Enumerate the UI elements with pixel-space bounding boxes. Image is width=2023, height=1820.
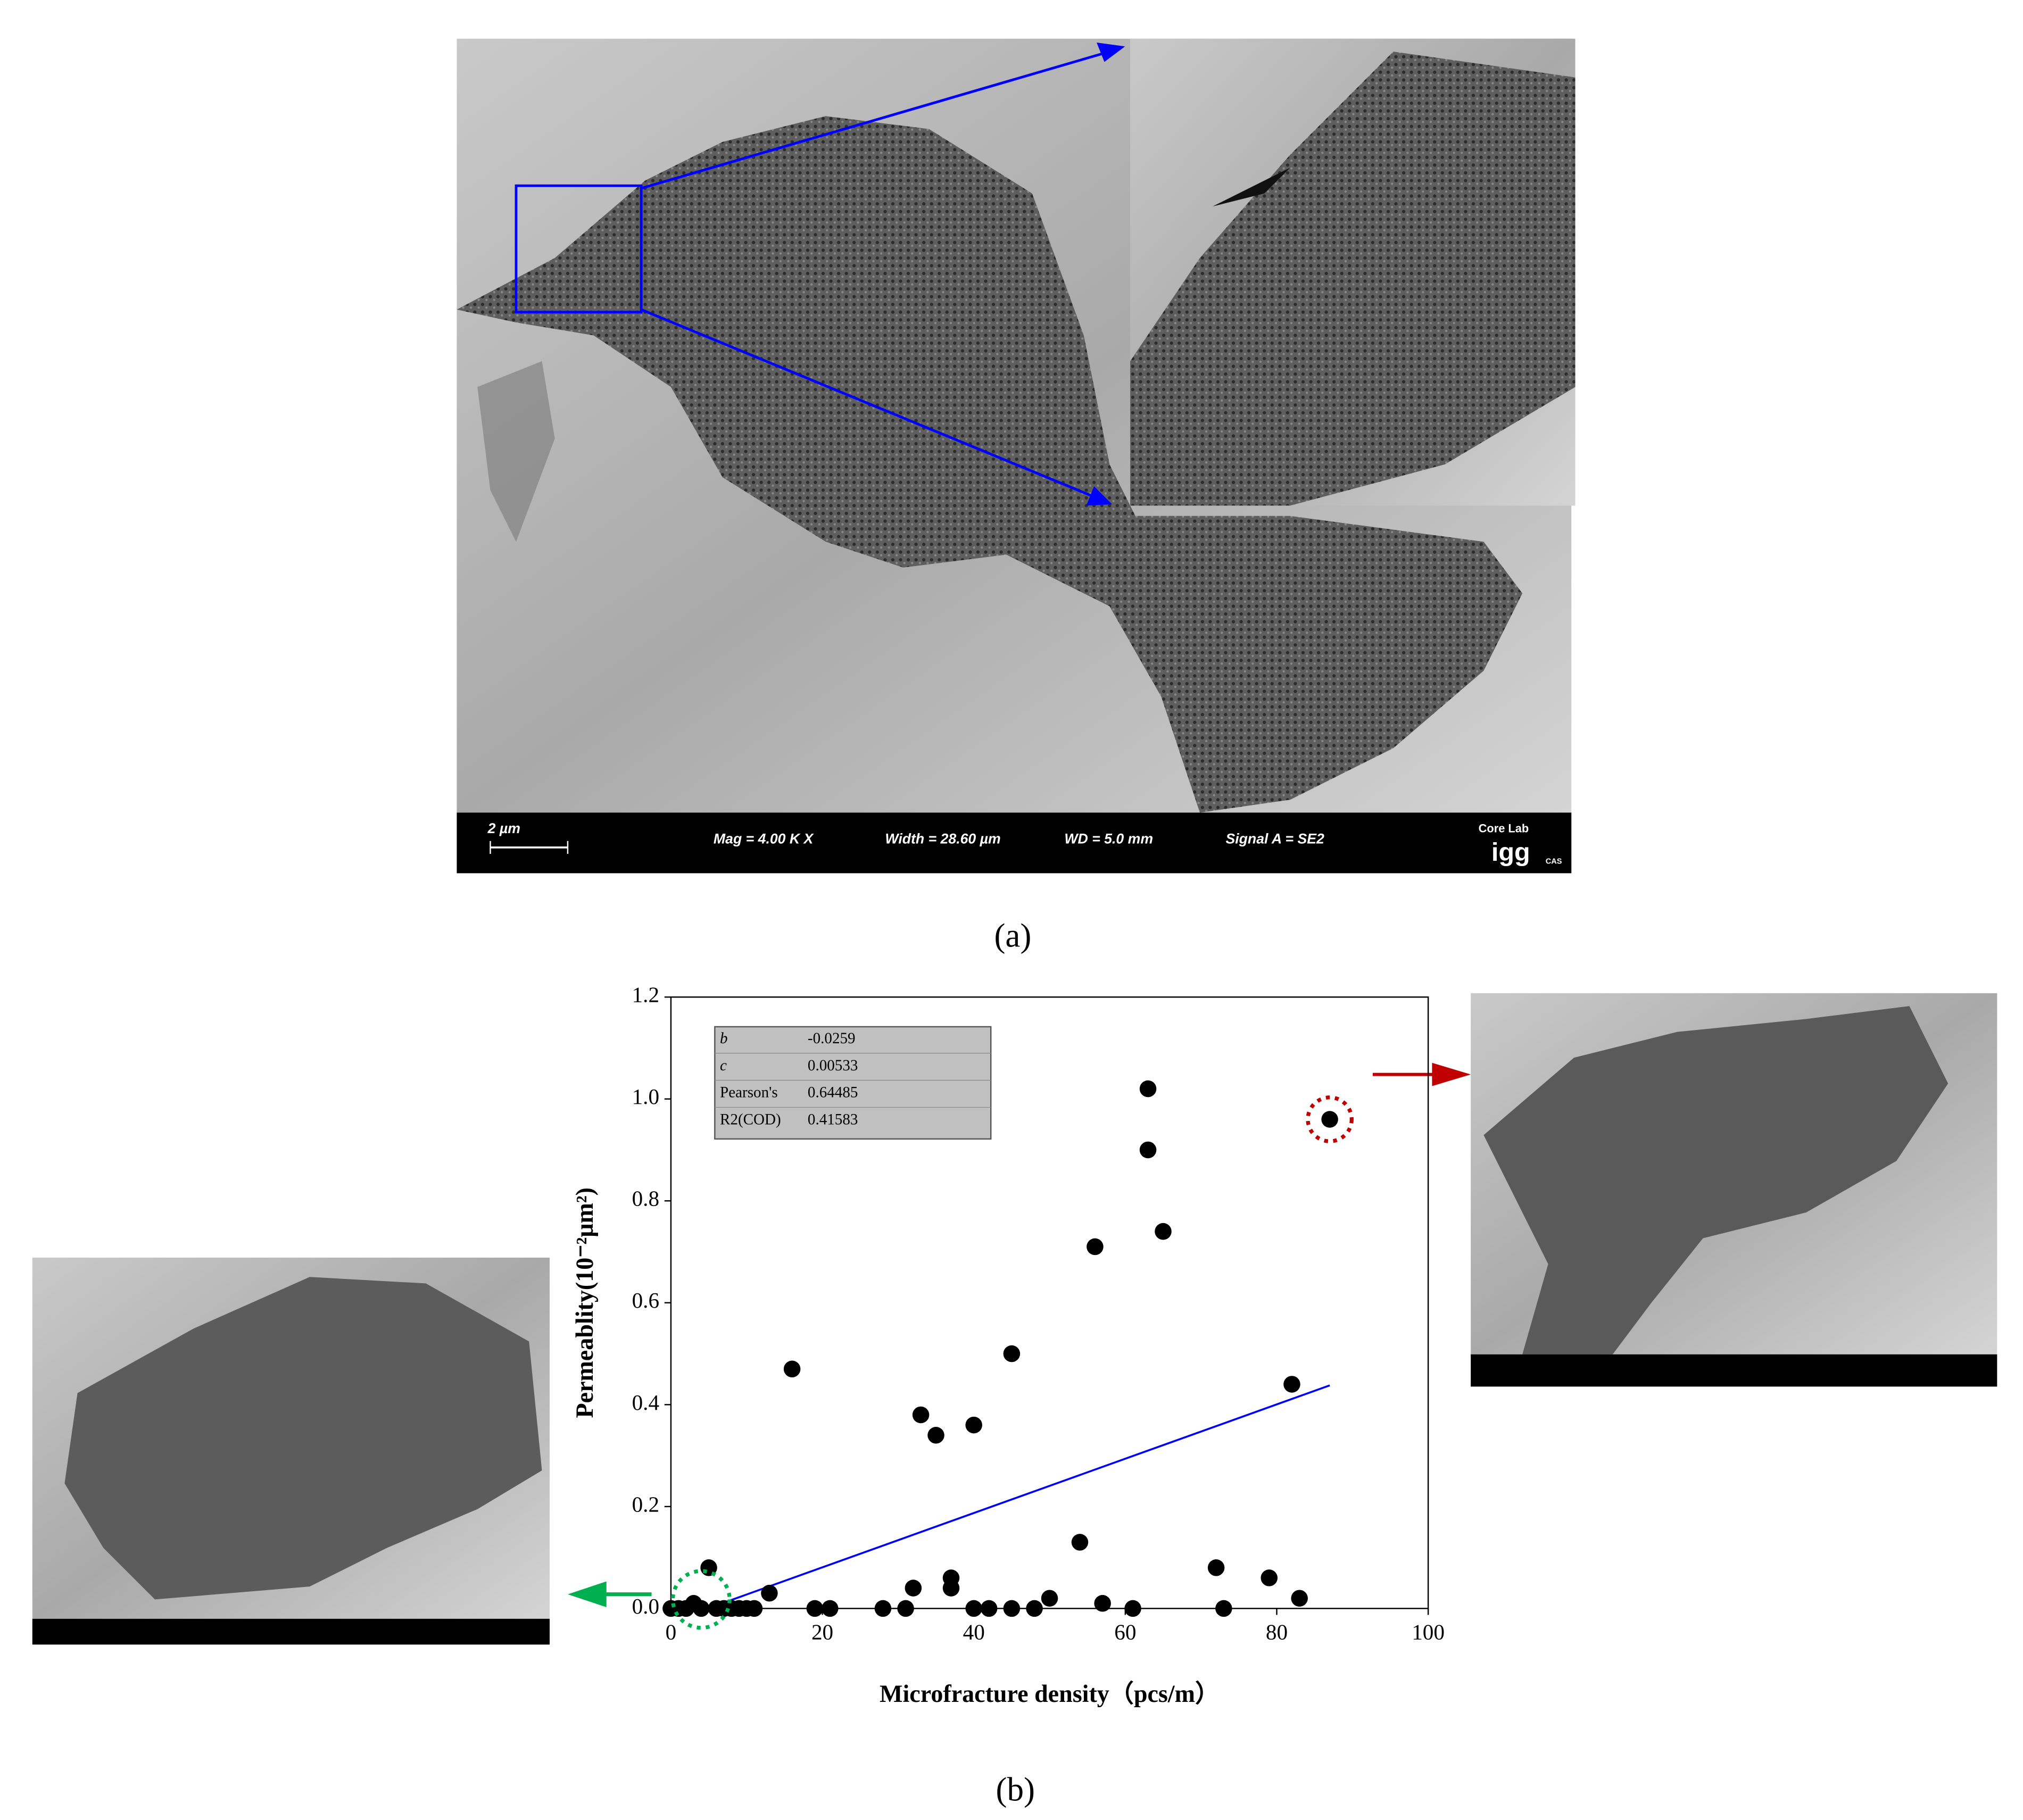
point	[980, 1600, 998, 1617]
x-tick-label: 80	[1266, 1619, 1288, 1644]
point	[1003, 1345, 1021, 1362]
panel-label: (a)	[994, 917, 1031, 954]
scale-bar-label: 2 µm	[487, 820, 520, 836]
point	[1124, 1600, 1141, 1617]
x-tick-label: 0	[666, 1619, 677, 1644]
point	[874, 1600, 892, 1617]
point	[1283, 1376, 1300, 1393]
point	[897, 1600, 914, 1617]
stats-value: 0.00533	[808, 1057, 858, 1074]
point	[761, 1584, 778, 1602]
working-distance: WD = 5.0 mm	[1064, 830, 1153, 846]
y-tick-label: 1.0	[632, 1084, 660, 1109]
highlight-ring	[1306, 1095, 1354, 1143]
x-tick-label: 40	[963, 1619, 985, 1644]
signal: Signal A = SE2	[1225, 830, 1324, 846]
point	[806, 1600, 824, 1617]
logo-top: Core Lab	[1479, 822, 1529, 835]
point	[905, 1580, 922, 1597]
sem-image-left	[32, 1257, 550, 1645]
y-tick-label: 0.6	[632, 1288, 660, 1312]
stats-label: c	[720, 1057, 727, 1074]
stats-label: Pearson's	[720, 1084, 778, 1101]
point	[927, 1427, 944, 1444]
x-tick-label: 60	[1114, 1619, 1136, 1644]
stats-label: b	[720, 1030, 728, 1047]
point	[745, 1600, 763, 1617]
point	[1261, 1569, 1278, 1586]
x-tick-label: 100	[1412, 1619, 1445, 1644]
point	[942, 1580, 960, 1597]
stats-value: 0.41583	[808, 1111, 858, 1128]
sem-image-right	[1471, 993, 1997, 1387]
point	[965, 1600, 982, 1617]
stats-label: R2(COD)	[720, 1111, 781, 1128]
y-tick-label: 0.8	[632, 1186, 660, 1211]
logo-sub: CAS	[1546, 857, 1562, 866]
stats-value: 0.64485	[808, 1084, 858, 1101]
x-tick-label: 20	[811, 1619, 833, 1644]
point	[1139, 1141, 1157, 1159]
point	[1041, 1590, 1058, 1607]
y-tick-label: 0.4	[632, 1390, 660, 1415]
logo: igg	[1491, 838, 1530, 867]
image-width: Width = 28.60 µm	[885, 830, 1000, 846]
point	[1215, 1600, 1232, 1617]
point	[783, 1360, 801, 1378]
y-tick-label: 0.0	[632, 1594, 660, 1618]
point	[1087, 1238, 1104, 1256]
sem-image-a: 2 µm Mag = 4.00 K X Width = 28.60 µm WD …	[457, 38, 1576, 874]
point	[1071, 1534, 1089, 1551]
magnification: Mag = 4.00 K X	[714, 830, 815, 846]
x-axis-label: Microfracture density（pcs/m）	[880, 1680, 1220, 1707]
point	[1291, 1590, 1308, 1607]
point	[1155, 1223, 1172, 1240]
point	[1207, 1559, 1225, 1576]
point	[693, 1600, 710, 1617]
point	[1139, 1080, 1157, 1098]
point	[1321, 1111, 1338, 1128]
y-tick-label: 0.2	[632, 1492, 660, 1516]
highlight-ring	[670, 1569, 732, 1630]
stats-value: -0.0259	[808, 1030, 856, 1047]
y-axis-label: Permeablity(10⁻²μm²)	[571, 1187, 598, 1418]
y-tick-label: 1.2	[632, 983, 660, 1007]
point	[912, 1406, 930, 1424]
fit-line	[707, 1384, 1330, 1610]
point	[1003, 1600, 1021, 1617]
point	[1094, 1595, 1111, 1612]
point	[822, 1600, 839, 1617]
stats-box	[714, 1026, 992, 1140]
panel-label: (b)	[996, 1771, 1035, 1808]
point	[1026, 1600, 1043, 1617]
point	[965, 1416, 982, 1434]
